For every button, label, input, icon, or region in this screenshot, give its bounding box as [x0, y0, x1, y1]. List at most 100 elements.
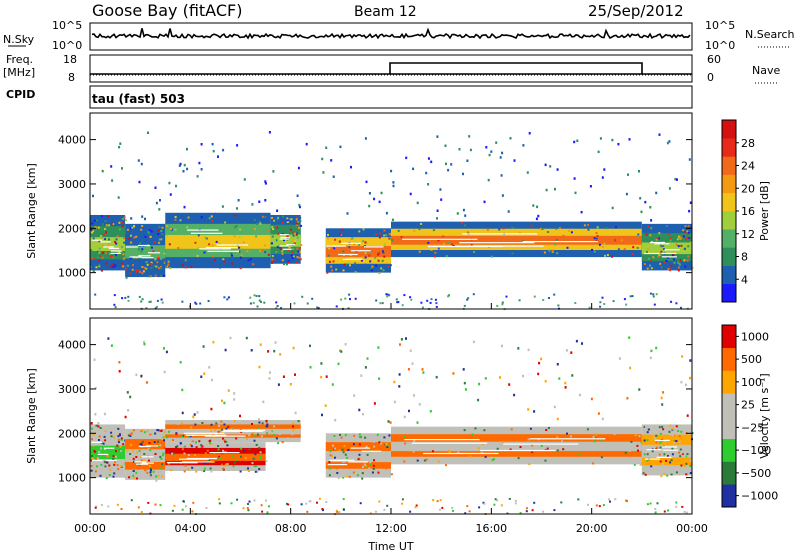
power-band-gap: [186, 229, 219, 231]
power-band-core: [391, 235, 642, 245]
power-band-pixel: [377, 262, 380, 265]
power-band-pixel: [358, 230, 361, 233]
power-band-pixel: [551, 249, 554, 252]
power-scatter-point: [268, 131, 271, 134]
nsky-panel: N.Sky 10^5 10^0 10^5 10^0 N.Search: [3, 19, 795, 52]
power-band-pixel: [383, 245, 386, 248]
power-band-pixel: [278, 244, 281, 247]
velocity-scatter-point: [334, 418, 337, 422]
power-band-pixel: [157, 257, 160, 260]
power-band-pixel: [333, 247, 336, 250]
power-colorbar-tick-label: 16: [741, 205, 755, 218]
power-ytick-label: 2000: [58, 222, 86, 235]
velocity-band-pixel: [222, 468, 225, 471]
power-clutter-point: [655, 293, 658, 296]
velocity-scatter-point: [398, 373, 401, 376]
power-clutter-point: [653, 303, 656, 306]
power-band-pixel: [677, 266, 680, 269]
power-scatter-point: [639, 197, 642, 200]
power-band-pixel: [556, 252, 559, 255]
power-band-pixel: [686, 259, 689, 262]
velocity-band-pixel: [190, 426, 192, 429]
velocity-clutter-point: [483, 502, 486, 505]
power-band-pixel: [647, 248, 649, 251]
power-band-pixel: [146, 263, 149, 266]
power-band-pixel: [295, 233, 298, 236]
power-band-pixel: [101, 223, 104, 226]
power-band-pixel: [147, 248, 150, 251]
power-band-pixel: [104, 228, 106, 230]
nsky-tick-high-right: 10^5: [705, 19, 735, 32]
power-band-pixel: [271, 217, 273, 219]
velocity-band-pixel: [483, 429, 486, 432]
power-scatter-point: [332, 175, 335, 178]
velocity-band-pixel: [662, 462, 665, 465]
power-band-pixel: [101, 215, 103, 218]
velocity-band-pixel: [225, 440, 228, 443]
velocity-clutter-point: [415, 504, 418, 507]
velocity-clutter-point: [602, 504, 605, 507]
power-clutter-point: [223, 296, 226, 299]
velocity-band-pixel: [157, 474, 160, 477]
velocity-band-pixel: [156, 429, 159, 431]
power-band-pixel: [348, 246, 351, 249]
power-band-3: [270, 214, 303, 266]
power-band-gap: [351, 250, 371, 252]
power-scatter-point: [668, 187, 671, 190]
power-scatter-point: [611, 138, 614, 142]
velocity-band-gap: [662, 446, 678, 448]
velocity-scatter-point: [649, 356, 652, 360]
velocity-band-pixel: [341, 448, 344, 451]
velocity-band-pixel: [235, 458, 238, 461]
velocity-clutter-point: [107, 505, 110, 508]
freq-label: Freq.: [6, 53, 33, 66]
velocity-band-pixel: [527, 438, 530, 441]
power-scatter-point: [688, 209, 691, 213]
velocity-scatter-point: [537, 372, 540, 376]
power-band-pixel: [286, 219, 289, 222]
power-scatter-point: [549, 165, 552, 168]
velocity-scatter-point: [309, 344, 311, 348]
power-scatter-point: [158, 208, 161, 211]
power-band-pixel: [107, 215, 110, 218]
velocity-band-pixel: [224, 457, 227, 460]
velocity-band-pixel: [161, 454, 164, 457]
freq-unit: [MHz]: [3, 66, 35, 79]
power-band-pixel: [660, 250, 663, 253]
power-band-pixel: [142, 270, 145, 273]
power-band-pixel: [159, 265, 162, 268]
velocity-band-pixel: [91, 455, 93, 457]
velocity-band-pixel: [259, 457, 262, 460]
velocity-scatter-point: [337, 362, 340, 366]
power-band-pixel: [570, 231, 573, 234]
power-scatter-point: [676, 178, 678, 181]
velocity-band-pixel: [183, 470, 186, 473]
velocity-band-pixel: [255, 465, 258, 467]
power-scatter-point: [522, 144, 525, 147]
power-band-gap: [216, 244, 249, 246]
velocity-band-pixel: [561, 440, 563, 443]
velocity-clutter-point: [683, 510, 686, 513]
velocity-band-pixel: [658, 453, 661, 456]
power-band-pixel: [541, 228, 544, 230]
power-band-pixel: [286, 234, 289, 237]
velocity-band-pixel: [630, 440, 633, 443]
velocity-band-pixel: [135, 477, 138, 480]
velocity-band-pixel: [349, 446, 352, 449]
power-band-pixel: [326, 237, 329, 240]
velocity-clutter-point: [609, 500, 611, 503]
velocity-band-pixel: [112, 455, 115, 458]
velocity-scatter-point: [409, 349, 412, 352]
velocity-band-pixel: [685, 455, 688, 458]
velocity-band-gap: [92, 459, 103, 462]
velocity-band-gap: [423, 452, 499, 455]
power-band-pixel: [121, 218, 124, 220]
velocity-clutter-point: [378, 500, 381, 503]
power-clutter-point: [379, 302, 382, 305]
power-band-pixel: [606, 254, 609, 257]
velocity-band-pixel: [669, 461, 672, 464]
beam-label: Beam 12: [354, 4, 417, 20]
power-clutter-point: [199, 302, 202, 305]
power-band-pixel: [645, 233, 648, 236]
velocity-band-pixel: [643, 439, 646, 442]
